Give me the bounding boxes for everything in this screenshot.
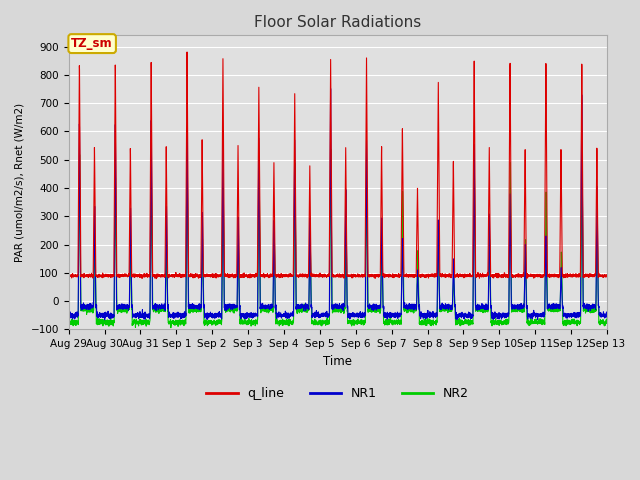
q_line bbox=[459, 273, 467, 278]
NR1 bbox=[65, 313, 72, 319]
NR1 bbox=[327, 86, 335, 92]
q_line bbox=[318, 272, 326, 278]
NR1 bbox=[101, 317, 109, 323]
X-axis label: Time: Time bbox=[323, 355, 352, 368]
q_line bbox=[65, 273, 72, 278]
NR1 bbox=[162, 285, 170, 290]
q_line bbox=[162, 224, 170, 230]
NR2 bbox=[161, 305, 169, 311]
Title: Floor Solar Radiations: Floor Solar Radiations bbox=[254, 15, 421, 30]
Legend: q_line, NR1, NR2: q_line, NR1, NR2 bbox=[202, 383, 474, 406]
NR2 bbox=[327, 146, 335, 152]
NR2 bbox=[65, 322, 72, 327]
Y-axis label: PAR (umol/m2/s), Rnet (W/m2): PAR (umol/m2/s), Rnet (W/m2) bbox=[15, 103, 25, 262]
q_line bbox=[183, 49, 191, 55]
Text: TZ_sm: TZ_sm bbox=[71, 37, 113, 50]
q_line bbox=[429, 272, 436, 277]
Line: q_line: q_line bbox=[68, 52, 607, 279]
q_line bbox=[152, 276, 160, 282]
NR2 bbox=[603, 320, 611, 326]
NR1 bbox=[318, 311, 326, 317]
NR1 bbox=[489, 312, 497, 318]
q_line bbox=[489, 272, 497, 278]
NR1 bbox=[459, 313, 467, 319]
NR2 bbox=[489, 318, 497, 324]
NR2 bbox=[429, 318, 436, 324]
NR2 bbox=[167, 325, 175, 331]
NR2 bbox=[459, 318, 467, 324]
Line: NR1: NR1 bbox=[68, 89, 607, 320]
q_line bbox=[603, 274, 611, 280]
q_line bbox=[603, 272, 611, 278]
NR1 bbox=[429, 314, 436, 320]
NR2 bbox=[318, 320, 326, 326]
Line: NR2: NR2 bbox=[68, 149, 607, 328]
NR2 bbox=[603, 319, 611, 325]
NR1 bbox=[603, 311, 611, 317]
NR1 bbox=[603, 313, 611, 319]
